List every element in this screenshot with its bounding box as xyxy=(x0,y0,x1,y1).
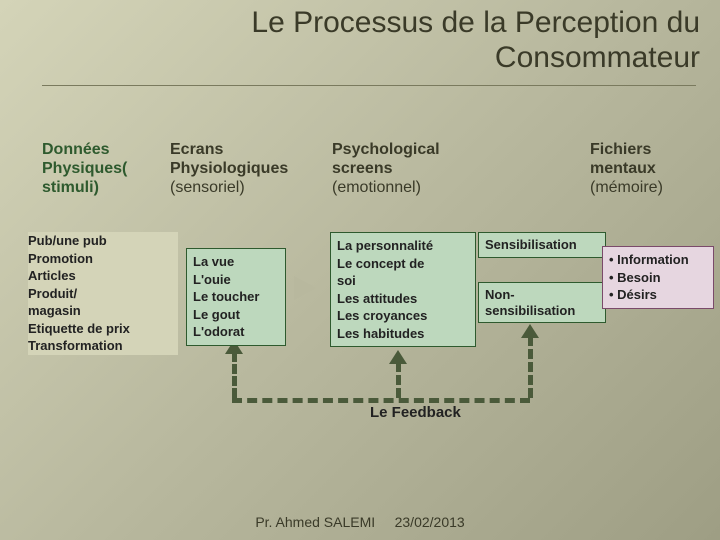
box1-l5: Etiquette de prix xyxy=(28,321,130,336)
feedback-dash-up-1 xyxy=(232,352,237,398)
feedback-dash-up-3 xyxy=(528,336,533,398)
box-senses: La vue L'ouie Le toucher Le gout L'odora… xyxy=(186,248,286,346)
feedback-arrow-3-icon xyxy=(521,324,539,338)
arrow-2-icon xyxy=(294,276,316,300)
box1-l2: Articles xyxy=(28,268,76,283)
box2-l2: Le toucher xyxy=(193,289,259,304)
col-header-sensoriel: Ecrans Physiologiques (sensoriel) xyxy=(170,140,288,198)
col-header-stimuli: Données Physiques( stimuli) xyxy=(42,140,127,198)
ch2-sub: (sensoriel) xyxy=(170,179,245,196)
box5-l0: Non- xyxy=(485,287,515,302)
box4-text: Sensibilisation xyxy=(485,237,577,252)
box-stimuli: Pub/une pub Promotion Articles Produit/ … xyxy=(28,232,178,355)
box3-l2: soi xyxy=(337,273,356,288)
feedback-arrow-2-icon xyxy=(389,350,407,364)
box2-l1: L'ouie xyxy=(193,272,231,287)
box5-l1: sensibilisation xyxy=(485,303,575,318)
ch3-label: Psychological screens xyxy=(332,141,440,177)
box6-l2: • Désirs xyxy=(609,286,707,304)
feedback-label: Le Feedback xyxy=(370,404,461,421)
box1-l3: Produit/ xyxy=(28,286,77,301)
title-line-2: Consommateur xyxy=(495,41,700,74)
box1-l1: Promotion xyxy=(28,251,93,266)
col-header-memoire: Fichiers mentaux (mémoire) xyxy=(590,140,663,198)
box1-l6: Transformation xyxy=(28,338,123,353)
box-memory: • Information • Besoin • Désirs xyxy=(602,246,714,309)
box3-l1: Le concept de xyxy=(337,256,424,271)
box6-l1: • Besoin xyxy=(609,269,707,287)
ch4-label: Fichiers mentaux xyxy=(590,141,656,177)
feedback-dash-bottom xyxy=(232,398,530,403)
box-psychological: La personnalité Le concept de soi Les at… xyxy=(330,232,476,347)
col-header-emotionnel: Psychological screens (emotionnel) xyxy=(332,140,440,198)
box6-l0: • Information xyxy=(609,251,707,269)
ch3-sub: (emotionnel) xyxy=(332,179,421,196)
footer: Pr. Ahmed SALEMI 23/02/2013 xyxy=(0,514,720,530)
box3-l3: Les attitudes xyxy=(337,291,417,306)
feedback-dash-up-2 xyxy=(396,362,401,398)
box-non-sensibilisation: Non- sensibilisation xyxy=(478,282,606,323)
slide-title: Le Processus de la Perception du Consomm… xyxy=(50,6,700,75)
box3-l5: Les habitudes xyxy=(337,326,424,341)
box2-l4: L'odorat xyxy=(193,324,244,339)
box3-l4: Les croyances xyxy=(337,308,427,323)
title-line-1: Le Processus de la Perception du xyxy=(251,6,700,39)
title-underline xyxy=(42,85,696,86)
box1-l4: magasin xyxy=(28,303,81,318)
footer-date: 23/02/2013 xyxy=(395,514,465,530)
ch2-label: Ecrans Physiologiques xyxy=(170,141,288,177)
box3-l0: La personnalité xyxy=(337,238,433,253)
box-sensibilisation: Sensibilisation xyxy=(478,232,606,258)
box2-l0: La vue xyxy=(193,254,234,269)
box1-l0: Pub/une pub xyxy=(28,233,107,248)
footer-author: Pr. Ahmed SALEMI xyxy=(255,514,375,530)
ch4-sub: (mémoire) xyxy=(590,179,663,196)
box2-l3: Le gout xyxy=(193,307,240,322)
